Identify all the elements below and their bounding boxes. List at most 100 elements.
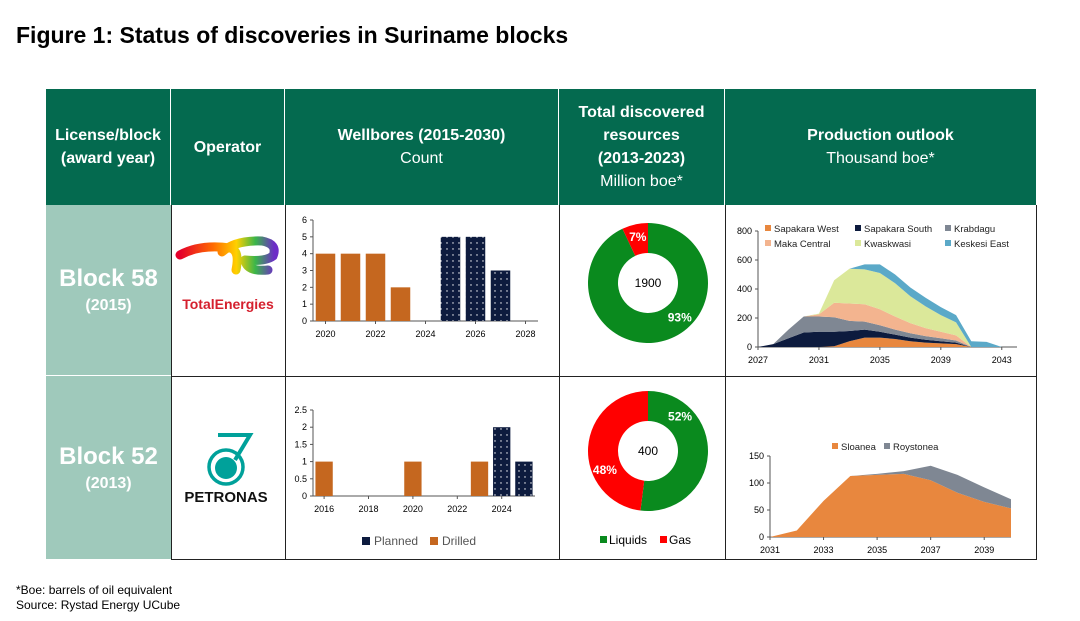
slice-gas xyxy=(622,223,648,256)
header-operator: Operator xyxy=(171,89,285,205)
y-tick-label: 1.5 xyxy=(294,439,307,449)
x-tick-label: 2039 xyxy=(931,355,951,365)
y-tick-label: 400 xyxy=(737,284,752,294)
y-tick-label: 2.5 xyxy=(294,405,307,415)
y-tick-label: 50 xyxy=(754,505,764,515)
y-tick-label: 1 xyxy=(302,299,307,309)
header-production: Production outlook Thousand boe* xyxy=(725,89,1036,205)
y-tick-label: 2 xyxy=(302,282,307,292)
donut-center-value: 1900 xyxy=(635,276,662,290)
slice-label: 93% xyxy=(668,311,692,325)
petronas-logo: PETRONAS xyxy=(184,433,268,506)
x-tick-label: 2039 xyxy=(974,545,994,555)
header-production-unit: Thousand boe* xyxy=(826,150,935,167)
slice-gas xyxy=(588,391,648,511)
chart-wells58: 0 1 2 3 4 5 6 2020 2022 2024 2026 2028 xyxy=(302,215,538,339)
column-divider xyxy=(725,205,726,560)
header-block-line1: License/block xyxy=(55,127,161,144)
y-tick-label: 200 xyxy=(737,313,752,323)
area-sloanea xyxy=(770,473,1011,537)
chart-res58: 93% 7% 1900 xyxy=(587,223,708,344)
legend-swatch-planned xyxy=(362,537,370,545)
block-year: (2013) xyxy=(85,474,132,492)
header-wellbores-unit: Count xyxy=(400,150,443,167)
legend-label: Planned xyxy=(374,534,418,548)
column-divider xyxy=(559,205,560,560)
y-tick-label: 2 xyxy=(302,422,307,432)
legend-label: Drilled xyxy=(442,534,476,548)
legend-label: Maka Central xyxy=(774,239,831,250)
legend-label: Gas xyxy=(669,533,691,547)
legend-swatch xyxy=(855,240,861,246)
x-tick-label: 2018 xyxy=(358,504,378,514)
area-roystonea xyxy=(770,465,1011,537)
y-tick-label: 0 xyxy=(302,316,307,326)
x-tick-label: 2020 xyxy=(315,329,335,339)
slice-label: 48% xyxy=(593,463,617,477)
x-tick-label: 2031 xyxy=(809,355,829,365)
x-tick-label: 2024 xyxy=(492,504,512,514)
column-divider xyxy=(285,205,286,560)
y-tick-label: 6 xyxy=(302,215,307,225)
legend-label: Keskesi East xyxy=(954,239,1009,250)
y-tick-label: 3 xyxy=(302,266,307,276)
legend-swatch xyxy=(855,225,861,231)
area-kwaskwasi xyxy=(758,268,1017,347)
x-tick-label: 2026 xyxy=(465,329,485,339)
petronas-wordmark: PETRONAS xyxy=(184,489,267,506)
bar-drilled xyxy=(470,461,489,496)
legend-swatch xyxy=(945,225,951,231)
bar-drilled xyxy=(365,253,386,321)
y-tick-label: 4 xyxy=(302,249,307,259)
bar-drilled xyxy=(390,287,411,321)
bar-drilled xyxy=(315,461,333,496)
chart-res52: 52% 48% 400 Liquids Gas xyxy=(588,390,708,547)
slice-label: 7% xyxy=(629,230,647,244)
x-tick-label: 2035 xyxy=(870,355,890,365)
footnote-boe: *Boe: barrels of oil equivalent xyxy=(16,583,173,597)
y-tick-label: 0 xyxy=(759,532,764,542)
legend-label: Sloanea xyxy=(841,442,877,453)
totalenergies-logo: TotalEnergies xyxy=(175,236,279,312)
header-resources-line3: (2013-2023) xyxy=(597,150,686,167)
bar-planned xyxy=(440,236,461,321)
header-block-line2: (award year) xyxy=(60,150,156,167)
y-tick-label: 0 xyxy=(302,491,307,501)
x-tick-label: 2033 xyxy=(814,545,834,555)
figure-title: Figure 1: Status of discoveries in Surin… xyxy=(16,22,569,48)
y-tick-label: 150 xyxy=(749,451,764,461)
area-sapakara-west xyxy=(758,337,1017,347)
x-tick-label: 2035 xyxy=(867,545,887,555)
block-52-cell: Block 52 (2013) xyxy=(46,376,171,560)
totalenergies-wordmark: TotalEnergies xyxy=(182,296,274,312)
legend-swatch xyxy=(945,240,951,246)
x-tick-label: 2037 xyxy=(921,545,941,555)
x-tick-label: 2016 xyxy=(314,504,334,514)
y-tick-label: 100 xyxy=(749,478,764,488)
legend-swatch xyxy=(765,225,771,231)
block-name: Block 52 xyxy=(59,442,158,470)
area-maka-central xyxy=(758,302,1017,347)
bar-drilled xyxy=(404,461,422,496)
legend-label: Kwaskwasi xyxy=(864,239,911,250)
legend-label: Sapakara South xyxy=(864,224,932,235)
bar-drilled xyxy=(315,253,336,321)
legend-swatch xyxy=(832,443,838,449)
slice-liquids xyxy=(640,390,708,511)
header-operator-label: Operator xyxy=(193,138,262,156)
chart-prod58: 0 200 400 600 800 2027 2031 2035 2039 2043 Sapakar… xyxy=(737,224,1017,365)
y-tick-label: 0 xyxy=(747,342,752,352)
legend-swatch-drilled xyxy=(430,537,438,545)
chart-prod52: 0 50 100 150 2031 2033 2035 2037 2039 Sloanea Roys… xyxy=(749,442,1011,555)
header-resources: Total discovered resources (2013-2023) M… xyxy=(559,89,725,205)
y-tick-label: 600 xyxy=(737,255,752,265)
x-tick-label: 2028 xyxy=(515,329,535,339)
block-year: (2015) xyxy=(85,297,132,314)
table-bottom-border xyxy=(171,559,1036,560)
bar-planned xyxy=(493,427,511,496)
donut-center-value: 400 xyxy=(638,444,658,458)
bar-drilled xyxy=(340,253,361,321)
bar-planned xyxy=(515,461,533,496)
